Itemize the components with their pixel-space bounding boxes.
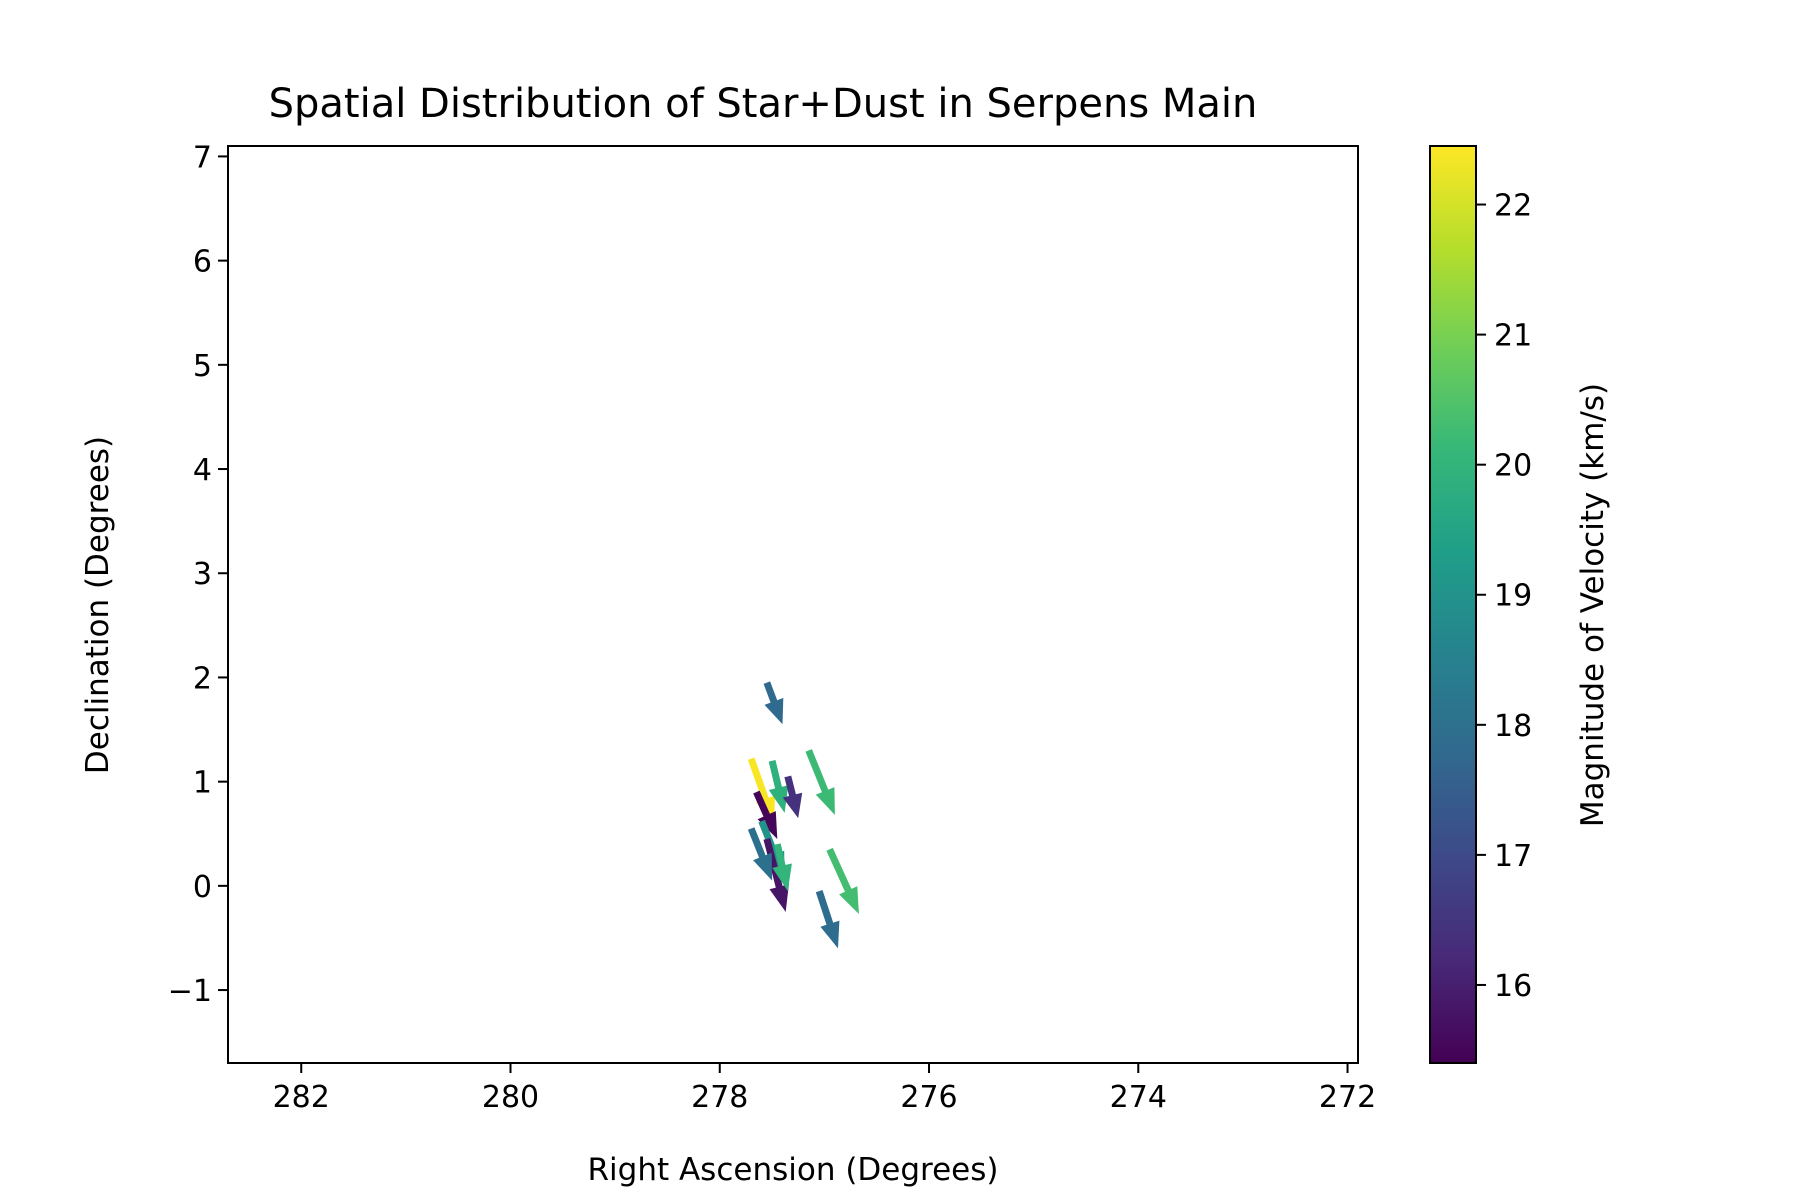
colorbar-tick-label: 22 [1494, 189, 1532, 224]
y-tick-label: 5 [193, 349, 212, 384]
velocity-arrow [768, 760, 789, 813]
x-tick-label: 280 [482, 1080, 539, 1115]
y-tick-label: 3 [193, 557, 212, 592]
x-tick-label: 274 [1110, 1080, 1167, 1115]
y-tick-label: 6 [193, 245, 212, 280]
velocity-arrow [826, 847, 859, 914]
colorbar-tick-label: 19 [1494, 579, 1532, 614]
velocity-arrow [782, 775, 803, 819]
chart-title: Spatial Distribution of Star+Dust in Ser… [269, 81, 1258, 127]
velocity-arrow [772, 843, 792, 892]
x-tick-label: 282 [273, 1080, 330, 1115]
velocity-arrow [805, 749, 835, 815]
colorbar-tick-label: 20 [1494, 449, 1532, 484]
y-axis: −1 0 1 2 3 4 5 6 7 [168, 140, 228, 1009]
colorbar-axis: 16 17 18 19 20 21 22 [1476, 189, 1532, 1004]
colorbar-tick-label: 16 [1494, 969, 1532, 1004]
y-axis-label: Declination (Degrees) [80, 436, 116, 774]
x-axis: 282 280 278 276 274 272 [273, 1063, 1376, 1115]
velocity-arrow [753, 790, 778, 839]
colorbar-tick-label: 18 [1494, 709, 1532, 744]
y-tick-label: 0 [193, 870, 212, 905]
plot-frame [227, 145, 1359, 1064]
x-axis-label: Right Ascension (Degrees) [587, 1152, 998, 1188]
y-tick-label: 7 [193, 140, 212, 175]
velocity-arrow [763, 681, 784, 725]
x-tick-label: 276 [900, 1080, 957, 1115]
arrow-layer [747, 681, 859, 949]
velocity-arrow [815, 890, 840, 949]
y-tick-label: 4 [193, 453, 212, 488]
velocity-arrow [747, 827, 773, 881]
y-tick-label: 1 [193, 766, 212, 801]
x-tick-label: 278 [691, 1080, 748, 1115]
y-tick-label: 2 [193, 661, 212, 696]
colorbar-tick-label: 21 [1494, 319, 1532, 354]
colorbar-label: Magnitude of Velocity (km/s) [1575, 383, 1611, 827]
y-tick-label: −1 [168, 974, 212, 1009]
x-tick-label: 272 [1319, 1080, 1376, 1115]
velocity-arrow [747, 757, 775, 824]
colorbar-tick-label: 17 [1494, 839, 1532, 874]
colorbar [1429, 145, 1477, 1064]
